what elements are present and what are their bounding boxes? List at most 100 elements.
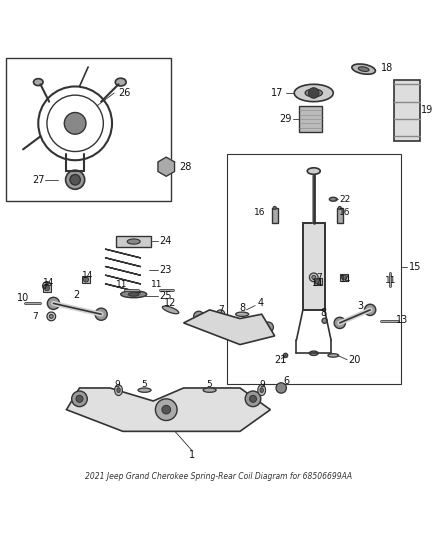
Bar [117,236,151,247]
Ellipse shape [328,354,339,357]
Bar [394,80,420,141]
Text: 29: 29 [280,114,292,124]
Text: 26: 26 [119,88,131,98]
Text: 15: 15 [409,262,421,271]
Circle shape [64,112,86,134]
Text: 14: 14 [81,271,93,280]
Polygon shape [158,157,174,176]
Circle shape [72,391,87,407]
Circle shape [364,304,376,316]
Text: 23: 23 [160,265,172,275]
Circle shape [45,284,49,288]
Text: 16: 16 [254,208,265,217]
Circle shape [44,286,49,291]
Ellipse shape [33,79,43,86]
Circle shape [194,311,204,321]
Bar [303,223,325,310]
Circle shape [216,310,225,319]
Text: 9: 9 [114,380,120,389]
Text: 4: 4 [258,298,264,309]
Text: 24: 24 [160,236,172,246]
Bar [314,278,322,285]
Text: 10: 10 [17,293,29,303]
Bar [81,276,90,283]
Ellipse shape [258,385,265,395]
Text: 22: 22 [340,195,351,204]
Circle shape [250,395,257,402]
Bar [6,58,170,201]
Ellipse shape [307,168,320,174]
Circle shape [47,297,60,310]
Circle shape [162,163,170,171]
Text: 14: 14 [340,275,351,284]
Text: 21: 21 [275,355,287,365]
Ellipse shape [322,318,327,324]
Polygon shape [67,388,270,431]
Circle shape [162,405,170,414]
Text: 12: 12 [164,298,177,308]
Text: 11: 11 [151,280,162,289]
Ellipse shape [283,353,288,358]
Circle shape [334,317,346,328]
Circle shape [312,276,316,279]
Circle shape [263,322,273,333]
Circle shape [47,312,56,321]
Text: 7: 7 [316,273,321,282]
Ellipse shape [358,67,369,71]
Text: 11: 11 [117,280,128,289]
Text: 16: 16 [339,208,350,217]
Ellipse shape [115,385,123,395]
Text: 19: 19 [421,106,434,115]
Text: 25: 25 [160,291,172,301]
Ellipse shape [329,197,337,201]
Text: 9: 9 [260,380,265,389]
Ellipse shape [309,351,318,356]
Ellipse shape [203,388,216,392]
Bar [42,285,51,292]
Bar [337,208,343,223]
Circle shape [70,174,80,185]
Text: 7: 7 [218,304,224,313]
Ellipse shape [294,84,333,102]
Text: 5: 5 [207,380,212,389]
Circle shape [245,391,261,407]
Circle shape [308,88,319,98]
Circle shape [95,308,107,320]
Circle shape [219,312,223,316]
Ellipse shape [273,206,276,209]
Circle shape [342,274,347,280]
Text: 20: 20 [349,355,361,365]
Ellipse shape [305,89,322,97]
Circle shape [276,383,286,393]
Bar [299,106,322,132]
Text: 17: 17 [271,88,283,98]
Circle shape [309,273,318,281]
Text: 14: 14 [42,278,54,287]
Circle shape [315,279,321,284]
Text: 3: 3 [357,301,363,311]
Bar [272,208,278,223]
Text: 8: 8 [239,303,245,313]
Bar [340,274,349,281]
Text: 11: 11 [385,276,396,285]
Circle shape [76,395,83,402]
Circle shape [83,277,88,282]
Text: 18: 18 [381,63,393,73]
Text: 7: 7 [42,281,48,290]
Text: 8: 8 [320,309,326,318]
Ellipse shape [115,78,126,86]
Bar [227,154,400,384]
Ellipse shape [138,388,151,392]
Polygon shape [184,310,275,345]
Text: 27: 27 [32,175,44,185]
Circle shape [49,314,53,318]
Bar [303,223,325,310]
Text: 28: 28 [179,161,192,172]
Ellipse shape [338,206,341,209]
Circle shape [66,170,85,189]
Ellipse shape [162,306,179,314]
Ellipse shape [117,387,120,392]
Text: 5: 5 [141,380,148,389]
Circle shape [155,399,177,421]
Ellipse shape [121,291,147,298]
